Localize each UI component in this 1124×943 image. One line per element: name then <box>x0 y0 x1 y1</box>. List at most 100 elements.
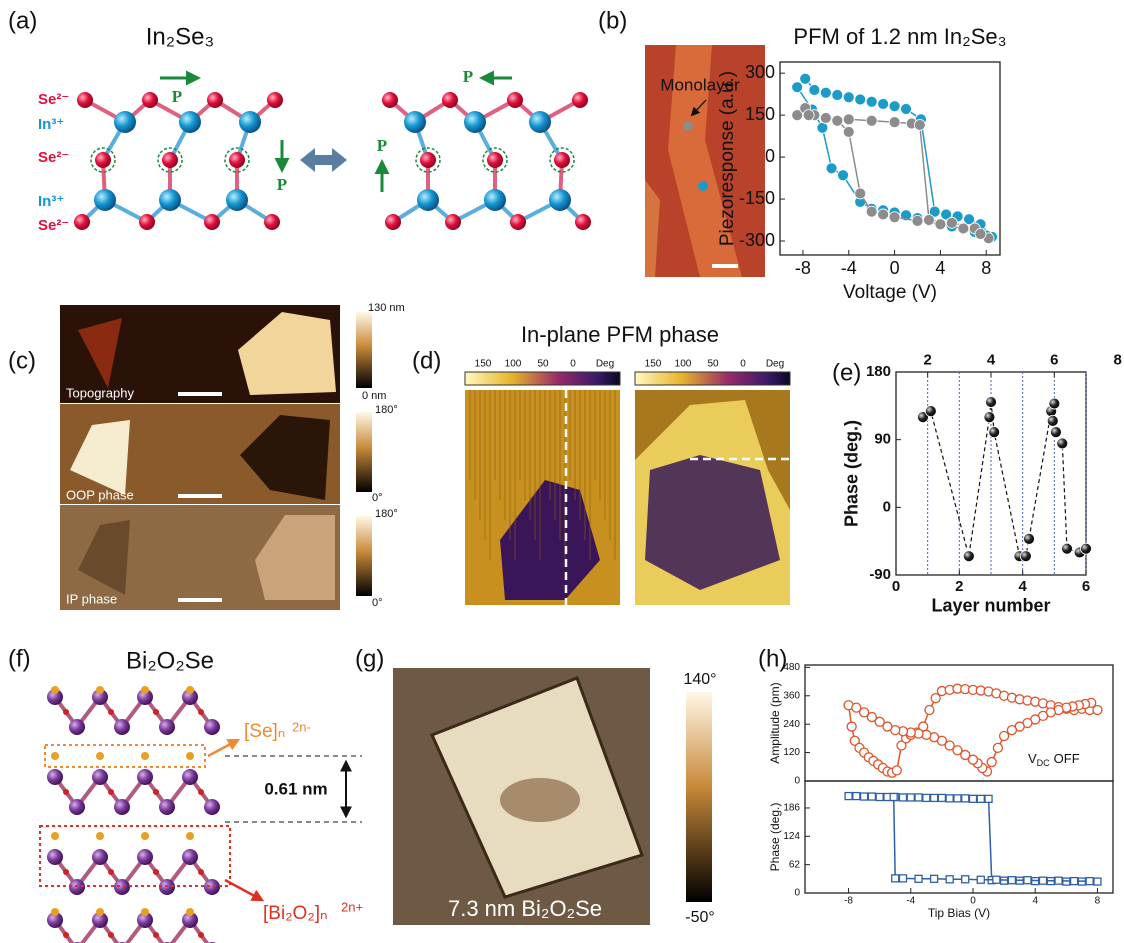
y-axis-label: Phase (deg.) <box>841 420 861 527</box>
atom <box>204 719 220 735</box>
atom <box>464 111 486 133</box>
y-tick-label: 0 <box>794 776 800 787</box>
atom <box>420 152 436 168</box>
layer-charge: 2n+ <box>341 899 363 914</box>
data-point <box>898 793 908 802</box>
data-point <box>923 214 935 226</box>
y-tick-label: 180 <box>866 363 891 380</box>
highlight-ring <box>90 147 116 173</box>
data-point <box>819 112 832 124</box>
probe-point <box>698 181 708 191</box>
atom <box>549 189 571 211</box>
colorbar-tick-label: 100 <box>675 359 692 370</box>
monolayer-flake <box>668 45 742 277</box>
annotation-part: DC <box>1037 758 1050 768</box>
atom <box>114 879 130 895</box>
series-line <box>922 402 1087 557</box>
data-point <box>874 716 885 727</box>
x-tick-label: -4 <box>906 896 915 907</box>
data-point <box>906 793 915 802</box>
x-tick-label: 6 <box>1082 578 1090 595</box>
atom <box>417 189 439 211</box>
data-point <box>1085 876 1094 886</box>
data-point <box>1006 724 1018 736</box>
data-point <box>1023 876 1032 885</box>
x-tick-label: 4 <box>1032 896 1038 907</box>
flake <box>255 515 335 600</box>
data-point <box>962 550 975 563</box>
panel-title: In₂Se₃ <box>146 23 214 50</box>
data-point <box>940 208 953 221</box>
annotation-part: V <box>1028 751 1037 766</box>
colorbar-unit: Deg <box>766 359 784 370</box>
probe-point <box>683 121 693 131</box>
colorbar-tick-label: 50 <box>537 359 549 370</box>
colorbar-label: 140° <box>683 671 716 688</box>
data-point <box>976 794 985 803</box>
atom <box>204 879 220 895</box>
atom <box>186 752 194 760</box>
atom <box>108 869 114 875</box>
atom <box>96 832 104 840</box>
atom <box>159 189 181 211</box>
data-point <box>867 792 877 801</box>
y-tick-label: -300 <box>739 230 775 250</box>
atom <box>153 932 159 938</box>
data-point <box>877 208 890 221</box>
data-point <box>891 765 902 776</box>
atom <box>92 849 108 865</box>
data-point <box>929 874 939 883</box>
y-tick-label: -150 <box>739 188 775 208</box>
flake <box>238 312 336 395</box>
atom <box>198 709 204 715</box>
data-point <box>992 875 1001 884</box>
data-point <box>831 89 844 101</box>
atom <box>114 719 130 735</box>
atom <box>47 912 63 928</box>
annotation: VDC OFF <box>1028 751 1080 768</box>
data-point <box>891 874 900 883</box>
atom <box>74 214 90 230</box>
x-axis-label: Tip Bias (V) <box>928 906 990 920</box>
atom <box>77 92 93 108</box>
data-point <box>928 205 941 218</box>
data-point <box>952 745 963 756</box>
atom <box>198 869 204 875</box>
ion-label: Se²⁻ <box>38 149 69 166</box>
x2-tick-label: 2 <box>923 352 931 369</box>
atom <box>139 214 155 230</box>
data-point <box>802 109 815 122</box>
x-tick-label: -4 <box>841 258 857 278</box>
pointer-arrow <box>690 99 707 117</box>
ion-label: In³⁺ <box>38 193 64 210</box>
data-point <box>888 116 901 129</box>
atom <box>96 908 104 916</box>
highlight-ring <box>224 147 250 173</box>
panel-title: Bi₂O₂Se <box>126 647 214 674</box>
data-point <box>1069 876 1079 886</box>
se-layer-box <box>44 744 206 768</box>
colorbar-label: 0 nm <box>362 390 386 402</box>
panel-label: (d) <box>412 347 441 374</box>
colorbar-label: 0° <box>372 597 383 609</box>
atom <box>141 686 149 694</box>
data-point <box>914 793 923 802</box>
atom <box>487 152 503 168</box>
y-tick-label: 0 <box>883 498 891 515</box>
atom <box>141 832 149 840</box>
polarization-label: P <box>172 87 182 106</box>
atom <box>137 769 153 785</box>
data-point <box>976 875 985 884</box>
y-tick-label: -90 <box>869 566 891 583</box>
y-tick-label: 150 <box>745 104 775 124</box>
y-tick-label: 120 <box>783 747 800 758</box>
x2-tick-label: 6 <box>1050 352 1058 369</box>
data-point <box>917 411 929 424</box>
data-point <box>986 756 997 768</box>
data-point <box>825 162 838 175</box>
pointer-arrow <box>207 738 241 758</box>
image-caption: 7.3 nm Bi₂O₂Se <box>448 896 602 921</box>
polarization-label: P <box>463 67 473 86</box>
data-point <box>851 702 862 713</box>
